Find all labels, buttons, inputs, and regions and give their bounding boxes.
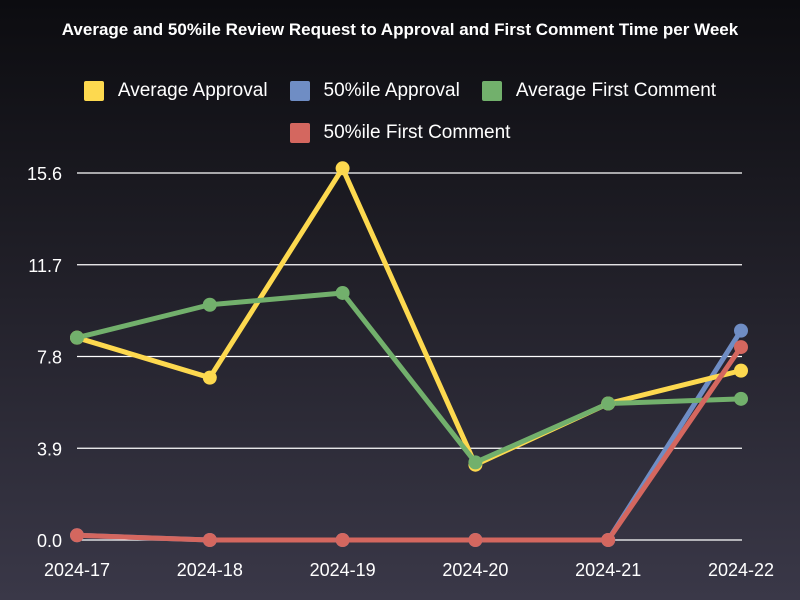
x-tick-label: 2024-17 [44, 560, 110, 580]
series-line-2 [74, 290, 744, 465]
series-points [70, 161, 748, 547]
legend-label: 50%ile First Comment [323, 122, 511, 143]
x-tick-label: 2024-18 [177, 560, 243, 580]
legend: Average Approval 50%ile Approval Average… [40, 80, 760, 144]
chart-title: Average and 50%ile Review Request to App… [61, 20, 739, 39]
x-tick-label: 2024-21 [575, 560, 641, 580]
data-point[interactable] [734, 363, 748, 378]
legend-swatch [289, 123, 310, 143]
legend-label: 50%ile Approval [323, 80, 460, 101]
legend-label: Average Approval [117, 80, 268, 101]
x-tick-label: 2024-22 [708, 560, 774, 580]
legend-item-50ile-first-comment[interactable]: 50%ile First Comment [289, 122, 511, 144]
y-tick-label: 7.8 [37, 348, 62, 368]
data-point[interactable] [601, 396, 616, 411]
data-point[interactable] [202, 370, 217, 385]
legend-item-average-approval[interactable]: Average Approval [83, 80, 268, 102]
y-tick-label: 0.0 [37, 531, 62, 551]
data-point[interactable] [335, 533, 350, 547]
legend-swatch [289, 81, 310, 101]
data-point[interactable] [734, 340, 748, 355]
data-point[interactable] [70, 330, 84, 345]
series-line-0 [74, 165, 744, 468]
data-point[interactable] [734, 391, 748, 406]
data-point[interactable] [734, 323, 748, 338]
data-point[interactable] [202, 297, 217, 312]
x-tick-label: 2024-19 [310, 560, 376, 580]
series-line-3 [74, 344, 744, 543]
series-line-1 [74, 328, 744, 543]
data-point[interactable] [468, 455, 483, 470]
legend-swatch [481, 81, 502, 101]
legend-swatch [83, 81, 104, 101]
x-tick-label: 2024-20 [442, 560, 508, 580]
y-axis-labels: 0.0 3.9 7.8 11.7 15.6 [27, 164, 62, 551]
y-tick-label: 3.9 [37, 439, 62, 459]
series-lines [74, 165, 744, 543]
data-point[interactable] [335, 285, 350, 300]
legend-label: Average First Comment [515, 80, 717, 101]
legend-item-50ile-approval[interactable]: 50%ile Approval [289, 80, 460, 102]
data-point[interactable] [70, 528, 84, 543]
data-point[interactable] [335, 161, 350, 176]
data-point[interactable] [202, 533, 217, 547]
y-tick-label: 15.6 [27, 164, 62, 184]
data-point[interactable] [601, 533, 616, 547]
y-tick-label: 11.7 [28, 256, 62, 276]
data-point[interactable] [468, 533, 483, 547]
x-axis-labels: 2024-17 2024-18 2024-19 2024-20 2024-21 2024-… [44, 560, 774, 580]
legend-item-average-first-comment[interactable]: Average First Comment [481, 80, 717, 102]
